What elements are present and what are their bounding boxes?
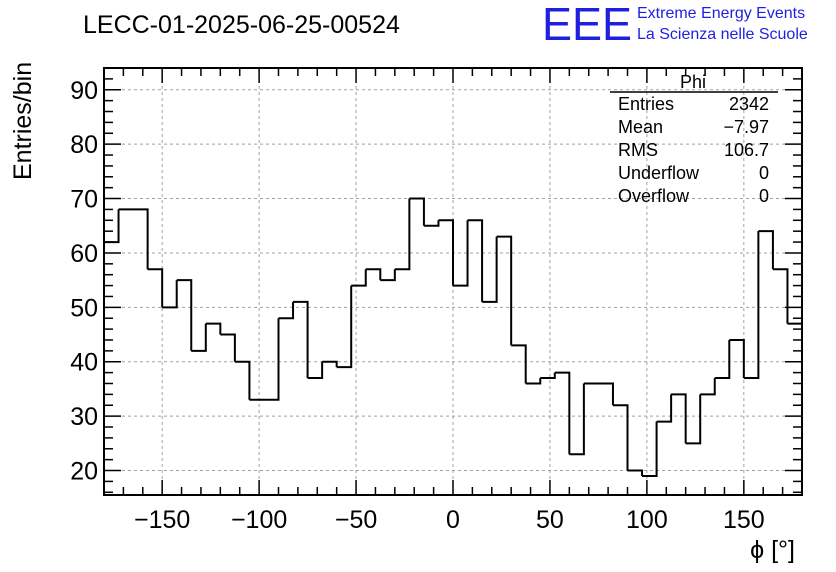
x-tick-label: −150 bbox=[134, 506, 190, 534]
histogram-bin bbox=[162, 280, 178, 309]
histogram-bin bbox=[205, 322, 222, 335]
eee-logo-mark: EEE bbox=[542, 0, 632, 50]
histogram-bin bbox=[147, 268, 164, 308]
x-axis-label: ϕ [°] bbox=[750, 536, 795, 564]
histogram-bin bbox=[714, 339, 731, 380]
stats-value-underflow: 0 bbox=[759, 163, 769, 183]
y-tick-label: 80 bbox=[70, 131, 98, 159]
stats-label-overflow: Overflow bbox=[618, 186, 690, 206]
stats-label-underflow: Underflow bbox=[618, 163, 700, 183]
histogram-bin bbox=[540, 372, 556, 380]
histogram-bin bbox=[176, 279, 193, 351]
histogram-bin bbox=[525, 378, 542, 385]
histogram-bin bbox=[729, 338, 745, 379]
histogram-bin bbox=[685, 394, 702, 445]
histogram-bin bbox=[336, 285, 353, 369]
x-tick-label: −100 bbox=[231, 506, 287, 534]
stats-title: Phi bbox=[680, 72, 706, 92]
histogram-bin bbox=[743, 231, 760, 380]
x-tick-label: 100 bbox=[626, 506, 668, 534]
eee-logo-line2: La Scienza nelle Scuole bbox=[637, 26, 808, 43]
histogram-bin bbox=[409, 197, 425, 226]
histogram-bin bbox=[394, 198, 411, 271]
stats-label-mean: Mean bbox=[618, 117, 663, 137]
histogram-bin bbox=[772, 268, 789, 324]
histogram-bin bbox=[554, 371, 571, 455]
histogram-bin bbox=[511, 344, 527, 384]
histogram-bin bbox=[569, 383, 585, 456]
x-tick-label: −50 bbox=[335, 506, 377, 534]
histogram-bin bbox=[220, 333, 236, 362]
y-tick-label: 20 bbox=[70, 458, 98, 486]
axes: −150 −100 −50 0 50 100 150 20 30 40 50 60 70 80 90 bbox=[70, 67, 803, 534]
stats-box: Phi Entries 2342 Mean −7.97 RMS 106.7 Un… bbox=[610, 72, 778, 206]
histogram-bin bbox=[191, 323, 207, 352]
histogram-bin bbox=[118, 208, 149, 270]
stats-value-overflow: 0 bbox=[759, 186, 769, 206]
stats-label-entries: Entries bbox=[618, 94, 674, 114]
histogram-bin bbox=[758, 230, 774, 270]
chart-title: LECC-01-2025-06-25-00524 bbox=[83, 11, 400, 39]
x-tick-label: 150 bbox=[723, 506, 765, 534]
histogram-bin bbox=[671, 393, 687, 444]
histogram-bin bbox=[293, 300, 309, 379]
eee-logo: EEE Extreme Energy Events La Scienza nel… bbox=[542, 0, 808, 50]
histogram-bin bbox=[423, 220, 440, 227]
histogram-bin bbox=[453, 220, 469, 287]
histogram-bin bbox=[438, 219, 454, 286]
stats-value-rms: 106.7 bbox=[724, 140, 769, 160]
x-tick-label: 0 bbox=[446, 506, 460, 534]
histogram-bin bbox=[583, 382, 614, 406]
histogram-bin bbox=[365, 268, 382, 281]
stats-value-mean: −7.97 bbox=[723, 117, 769, 137]
histogram-bin bbox=[467, 219, 484, 302]
histogram-bin bbox=[249, 318, 280, 401]
y-axis-label: Entries/bin bbox=[9, 62, 37, 180]
histogram-bin bbox=[642, 421, 658, 477]
histogram-bin bbox=[322, 360, 338, 368]
y-tick-label: 40 bbox=[70, 349, 98, 377]
histogram-bin bbox=[612, 404, 629, 471]
histogram-bin bbox=[700, 378, 716, 396]
histogram-bin bbox=[656, 394, 673, 423]
histogram-bin bbox=[278, 301, 295, 320]
y-tick-label: 90 bbox=[70, 77, 98, 105]
histogram-bin bbox=[627, 469, 644, 476]
histogram-bin bbox=[234, 360, 251, 400]
histogram-bin bbox=[496, 235, 513, 346]
y-tick-label: 30 bbox=[70, 403, 98, 431]
histogram-bin bbox=[380, 269, 396, 282]
eee-logo-line1: Extreme Energy Events bbox=[637, 5, 805, 22]
y-tick-label: 60 bbox=[70, 240, 98, 268]
histogram-bin bbox=[307, 361, 324, 380]
grid-lines bbox=[104, 68, 802, 495]
stats-label-rms: RMS bbox=[618, 140, 658, 160]
y-tick-label: 50 bbox=[70, 294, 98, 322]
y-tick-label: 70 bbox=[70, 186, 98, 214]
stats-value-entries: 2342 bbox=[729, 94, 769, 114]
histogram bbox=[104, 197, 802, 477]
histogram-bin bbox=[351, 269, 367, 287]
x-tick-label: 50 bbox=[536, 506, 564, 534]
histogram-bin bbox=[482, 236, 498, 303]
